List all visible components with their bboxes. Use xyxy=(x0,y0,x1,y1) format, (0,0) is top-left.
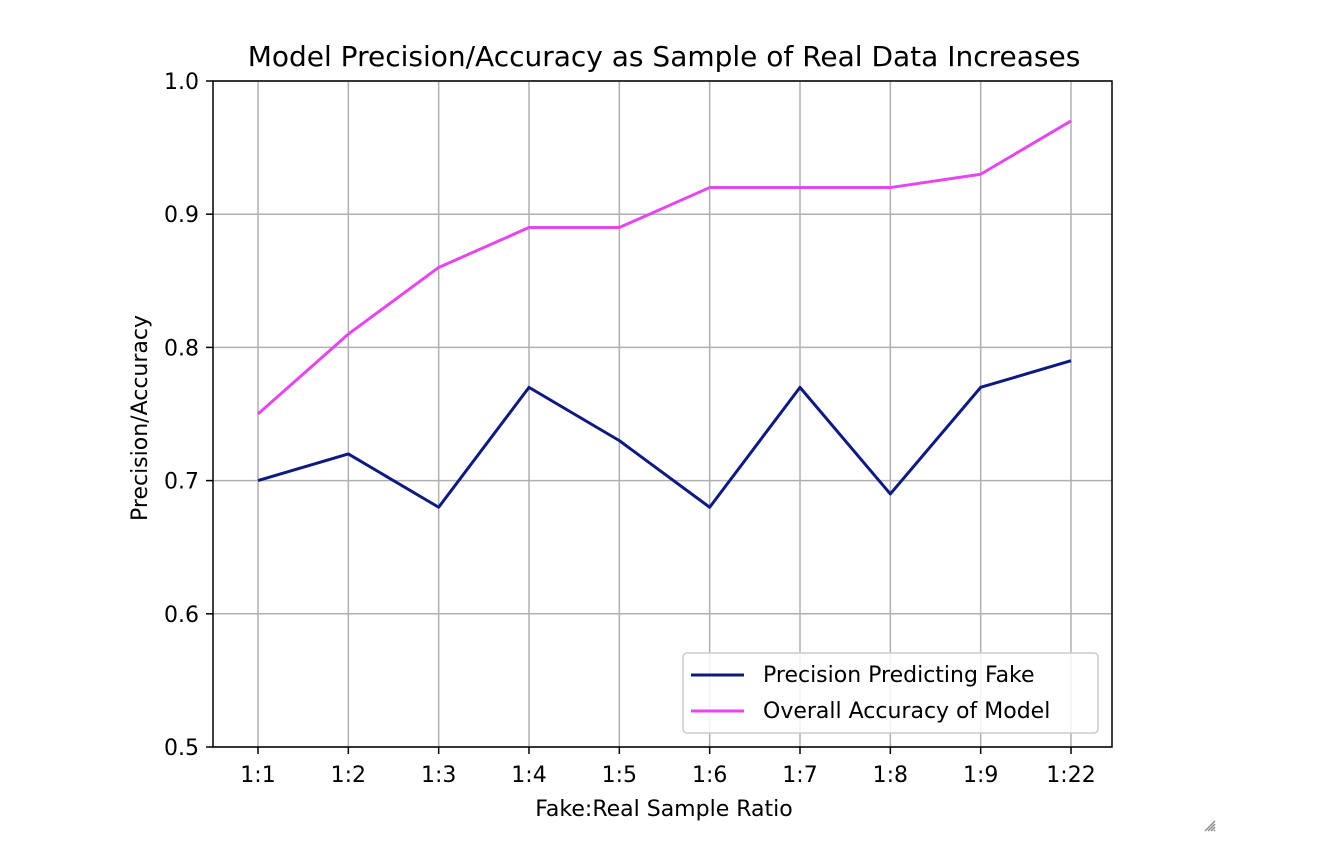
y-tick-label: 0.5 xyxy=(164,736,199,761)
chart-title: Model Precision/Accuracy as Sample of Re… xyxy=(248,40,1081,73)
resize-grip-icon[interactable] xyxy=(1202,818,1216,832)
x-tick-label: 1:9 xyxy=(963,763,998,788)
y-axis-title: Precision/Accuracy xyxy=(128,315,153,521)
x-tick-label: 1:3 xyxy=(421,763,456,788)
plot-area-frame xyxy=(212,80,1113,748)
y-tick-label: 0.6 xyxy=(164,603,199,628)
x-tick-label: 1:8 xyxy=(873,763,908,788)
x-tick-label: 1:22 xyxy=(1046,763,1095,788)
x-tick-label: 1:5 xyxy=(602,763,637,788)
y-tick-label: 0.9 xyxy=(164,203,199,228)
x-axis-title: Fake:Real Sample Ratio xyxy=(535,797,792,822)
x-tick-label: 1:6 xyxy=(692,763,727,788)
series-line-precision xyxy=(257,359,1072,509)
legend-label-accuracy: Overall Accuracy of Model xyxy=(763,699,1050,724)
x-tick-label: 1:4 xyxy=(511,763,546,788)
y-tick-label: 0.8 xyxy=(164,336,199,361)
series-line-accuracy xyxy=(257,119,1072,416)
x-tick-label: 1:1 xyxy=(240,763,275,788)
x-axis-ticks: 1:1 1:2 1:3 1:4 1:5 1:6 1:7 1:8 1:9 1:22 xyxy=(240,747,1096,788)
x-tick-label: 1:2 xyxy=(331,763,366,788)
legend-label-precision: Precision Predicting Fake xyxy=(763,663,1035,688)
x-tick-label: 1:7 xyxy=(782,763,817,788)
legend: Precision Predicting Fake Overall Accura… xyxy=(682,652,1099,734)
y-tick-label: 0.7 xyxy=(164,470,199,495)
grid-lines xyxy=(213,80,1112,748)
y-tick-label: 1.0 xyxy=(164,70,199,95)
y-axis-ticks: 0.5 0.6 0.7 0.8 0.9 1.0 xyxy=(164,70,213,761)
series-lines xyxy=(257,119,1072,509)
legend-box xyxy=(682,652,1099,734)
